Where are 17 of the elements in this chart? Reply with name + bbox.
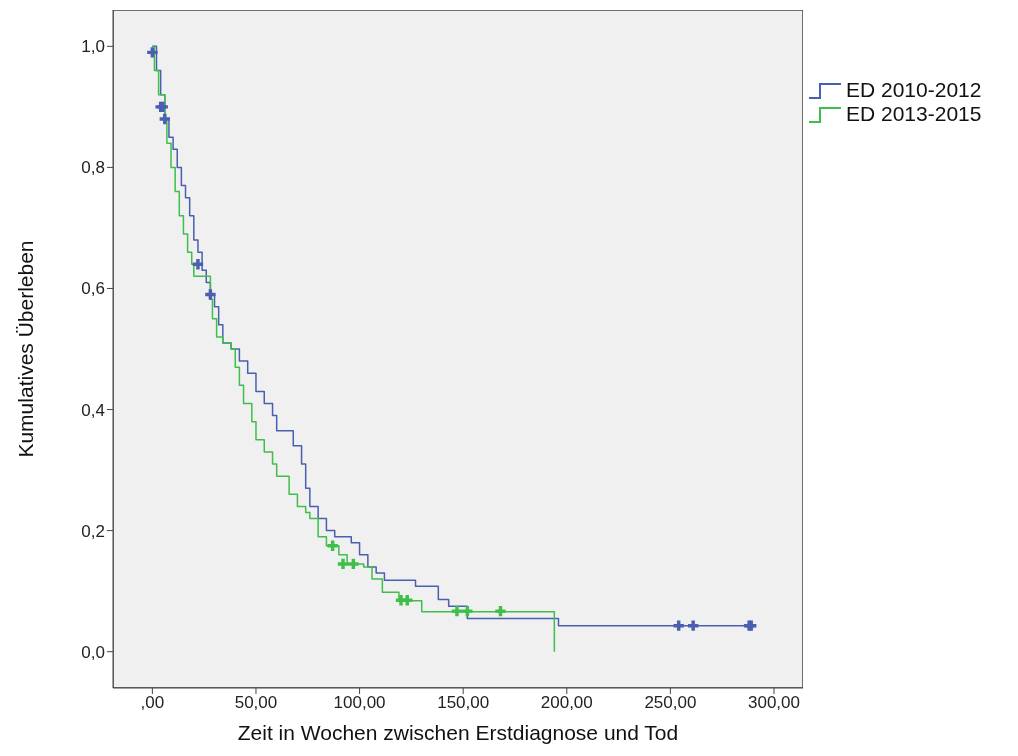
y-axis-title: Kumulatives Überleben xyxy=(14,240,38,458)
y-tick-label: 0,0 xyxy=(81,642,105,662)
x-tick-label: 100,00 xyxy=(333,693,386,713)
y-tick-label: 1,0 xyxy=(81,37,105,57)
x-tick-label: 200,00 xyxy=(540,693,593,713)
y-tick-label: 0,2 xyxy=(81,521,105,541)
x-tick-label: 250,00 xyxy=(644,693,697,713)
legend-label: ED 2010-2012 xyxy=(846,78,982,102)
x-tick-label: 50,00 xyxy=(234,693,278,713)
x-tick-label: 300,00 xyxy=(747,693,800,713)
y-tick-label: 0,6 xyxy=(81,279,105,299)
x-tick-label: ,00 xyxy=(140,693,165,713)
legend-label: ED 2013-2015 xyxy=(846,102,982,126)
x-tick-label: 150,00 xyxy=(437,693,490,713)
y-tick-label: 0,8 xyxy=(81,158,105,178)
x-axis-title: Zeit in Wochen zwischen Erstdiagnose und Tod xyxy=(237,721,679,744)
y-tick-label: 0,4 xyxy=(81,400,105,420)
